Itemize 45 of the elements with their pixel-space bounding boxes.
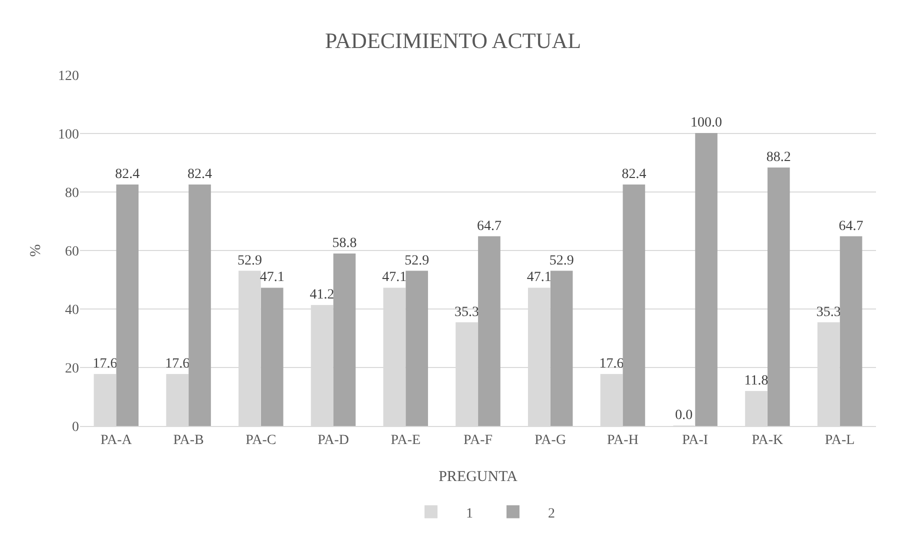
data-label: 35.3 [454, 304, 480, 320]
data-label: 47.1 [260, 270, 284, 286]
y-tick-label: 120 [58, 68, 79, 84]
x-tick-label: PA-K [752, 432, 784, 448]
x-tick-label: PA-I [682, 432, 708, 448]
data-label: 35.3 [816, 304, 841, 320]
x-tick-label: PA-C [246, 432, 276, 448]
y-tick-label: 0 [72, 420, 79, 435]
legend-label: 1 [466, 506, 473, 522]
data-label: 64.7 [476, 218, 502, 234]
data-label: 0.0 [675, 408, 693, 423]
chart-title: PADECIMIENTO ACTUAL [324, 28, 582, 53]
data-label: 100.0 [690, 116, 722, 130]
data-label: 47.1 [382, 270, 407, 286]
y-tick-label: 60 [65, 244, 79, 260]
x-tick-label: PA-H [607, 432, 638, 448]
x-tick-label: PA-F [463, 432, 493, 448]
x-tick-label: PA-E [390, 432, 421, 448]
data-label: 17.6 [165, 356, 190, 372]
data-label: 41.2 [310, 287, 334, 302]
y-tick-label: 20 [65, 361, 79, 376]
data-label: 17.6 [599, 356, 624, 372]
x-tick-label: PA-A [100, 432, 133, 448]
legend-label: 2 [548, 506, 555, 522]
data-label: 52.9 [404, 253, 430, 268]
data-label: 11.8 [744, 373, 768, 388]
data-label: 82.4 [188, 166, 212, 182]
x-axis-title: PREGUNTA [438, 469, 518, 485]
data-label: 82.4 [622, 166, 646, 182]
data-label: 47.1 [526, 270, 552, 286]
y-tick-label: 100 [58, 127, 79, 142]
y-tick-label: 40 [65, 302, 79, 318]
data-label: 17.6 [92, 356, 118, 372]
x-tick-label: PA-B [173, 432, 204, 448]
x-tick-label: PA-D [318, 432, 349, 448]
y-axis-title: % [28, 244, 44, 257]
data-label: 64.7 [838, 218, 864, 234]
data-label: 88.2 [766, 150, 791, 166]
x-tick-label: PA-L [824, 432, 855, 448]
data-label: 52.9 [549, 253, 574, 268]
data-label: 52.9 [237, 253, 262, 268]
data-label: 82.4 [115, 166, 140, 182]
x-tick-label: PA-G [534, 432, 566, 448]
data-label: 58.8 [332, 236, 357, 252]
y-tick-label: 80 [65, 186, 79, 201]
